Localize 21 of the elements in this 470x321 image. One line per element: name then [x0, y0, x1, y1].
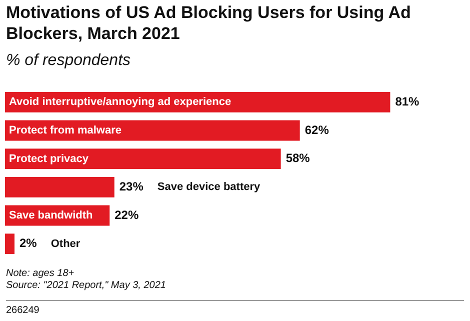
data-label: 62%: [304, 122, 330, 137]
data-label: 58%: [286, 151, 310, 166]
data-label: 81%: [395, 94, 420, 108]
y-tick-label: Protect privacy: [9, 152, 90, 165]
bar: [5, 176, 114, 198]
text: 266249: [6, 305, 40, 316]
bar: [5, 148, 281, 170]
data-label: 2%: [20, 236, 38, 250]
y-tick-label: Protect from malware: [9, 124, 122, 137]
y-tick-label: Save device battery: [157, 181, 262, 194]
data-label: 22%: [114, 208, 139, 222]
bar: [5, 120, 300, 141]
chart-title: Motivations of US Ad Blocking Users for Using Ad Blockers, March 2021: [6, 2, 412, 44]
data-label: 23%: [119, 179, 144, 194]
source-note: Source: "2021 Report," May 3, 2021: [6, 280, 166, 292]
y-tick-label: Save bandwidth: [9, 210, 94, 222]
bar: [5, 234, 15, 254]
chart-subtitle: % of respondents: [6, 52, 131, 70]
y-tick-label: Other: [50, 238, 81, 250]
y-tick-label: Avoid interruptive/annoying ad experience: [9, 96, 232, 108]
text: Note: ages 18+: [6, 268, 76, 280]
